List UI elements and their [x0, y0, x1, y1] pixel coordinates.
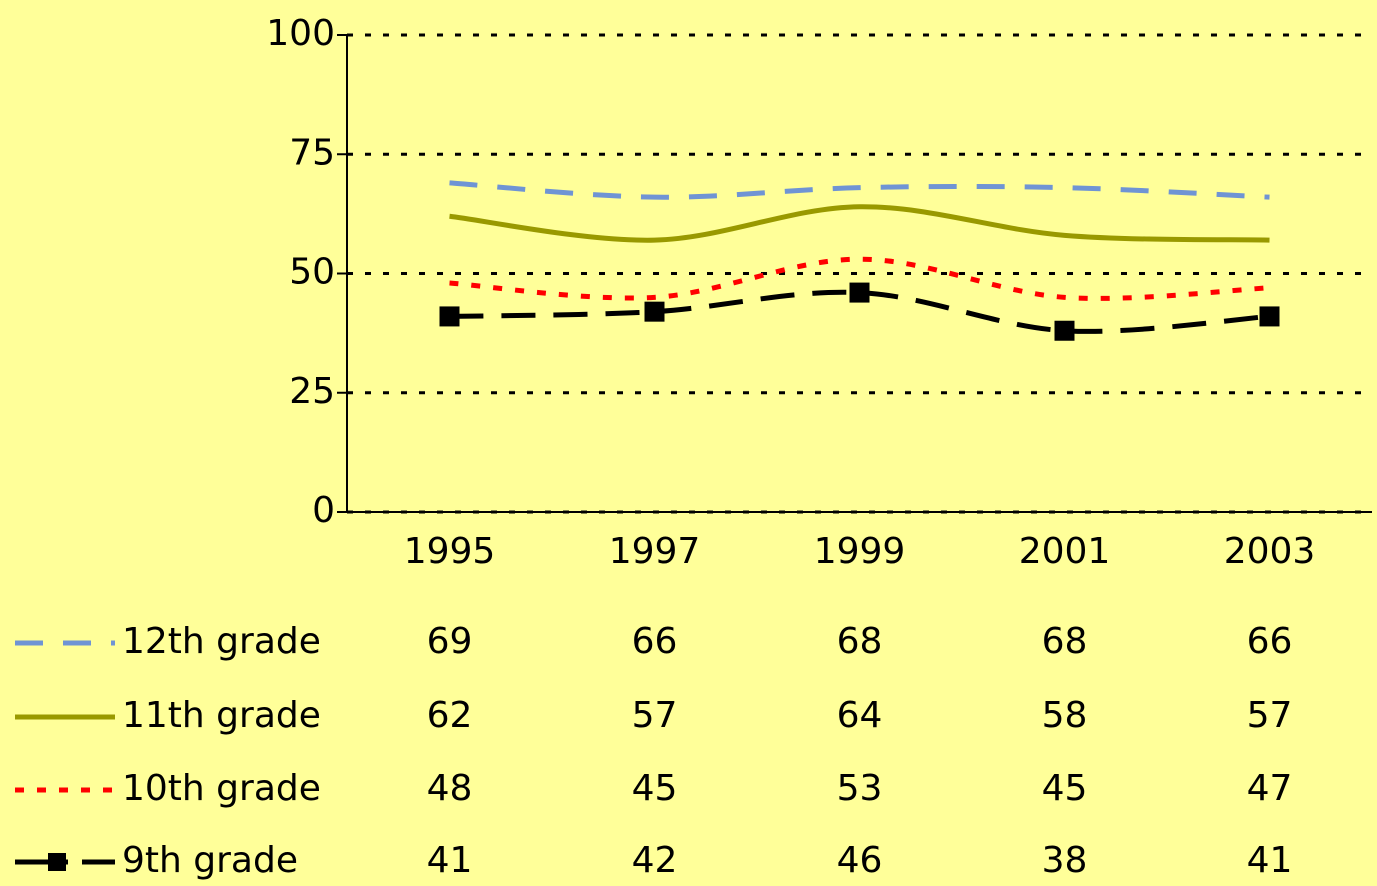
x-tick-label: 2001	[1019, 531, 1111, 572]
table-value: 57	[1247, 695, 1293, 736]
table-value: 64	[837, 695, 883, 736]
marker	[1054, 320, 1075, 341]
table-value: 68	[837, 621, 883, 662]
y-tick-label: 75	[289, 132, 335, 173]
table-value: 53	[837, 768, 883, 809]
table-value: 48	[427, 768, 473, 809]
marker	[1259, 306, 1280, 327]
y-tick-label: 100	[266, 13, 335, 54]
table-value: 68	[1042, 621, 1088, 662]
series-line	[449, 180, 1270, 200]
series-line	[449, 256, 1270, 301]
table-value: 69	[427, 621, 473, 662]
y-tick-label: 50	[289, 252, 335, 293]
marker	[439, 306, 460, 327]
table-value: 45	[1042, 768, 1088, 809]
table-value: 62	[427, 695, 473, 736]
table-value: 66	[1247, 621, 1293, 662]
table-value: 57	[632, 695, 678, 736]
series-line	[449, 289, 1270, 334]
legend-label: 11th grade	[122, 695, 321, 736]
x-tick-label: 1997	[609, 531, 701, 572]
marker	[644, 301, 665, 322]
legend-label: 9th grade	[122, 840, 298, 881]
marker	[849, 282, 870, 303]
table-value: 41	[427, 840, 473, 881]
series-line	[449, 204, 1270, 243]
table-value: 41	[1247, 840, 1293, 881]
table-value: 46	[837, 840, 883, 881]
table-value: 38	[1042, 840, 1088, 881]
table-value: 66	[632, 621, 678, 662]
x-tick-label: 1995	[404, 531, 496, 572]
table-value: 58	[1042, 695, 1088, 736]
x-tick-label: 2003	[1224, 531, 1316, 572]
table-value: 45	[632, 768, 678, 809]
table-value: 42	[632, 840, 678, 881]
table-value: 47	[1247, 768, 1293, 809]
legend-label: 12th grade	[122, 621, 321, 662]
x-tick-label: 1999	[814, 531, 906, 572]
y-tick-label: 25	[289, 371, 335, 412]
legend-marker	[48, 853, 66, 871]
legend-gap	[68, 854, 82, 870]
legend-label: 10th grade	[122, 768, 321, 809]
y-tick-label: 0	[312, 490, 335, 531]
